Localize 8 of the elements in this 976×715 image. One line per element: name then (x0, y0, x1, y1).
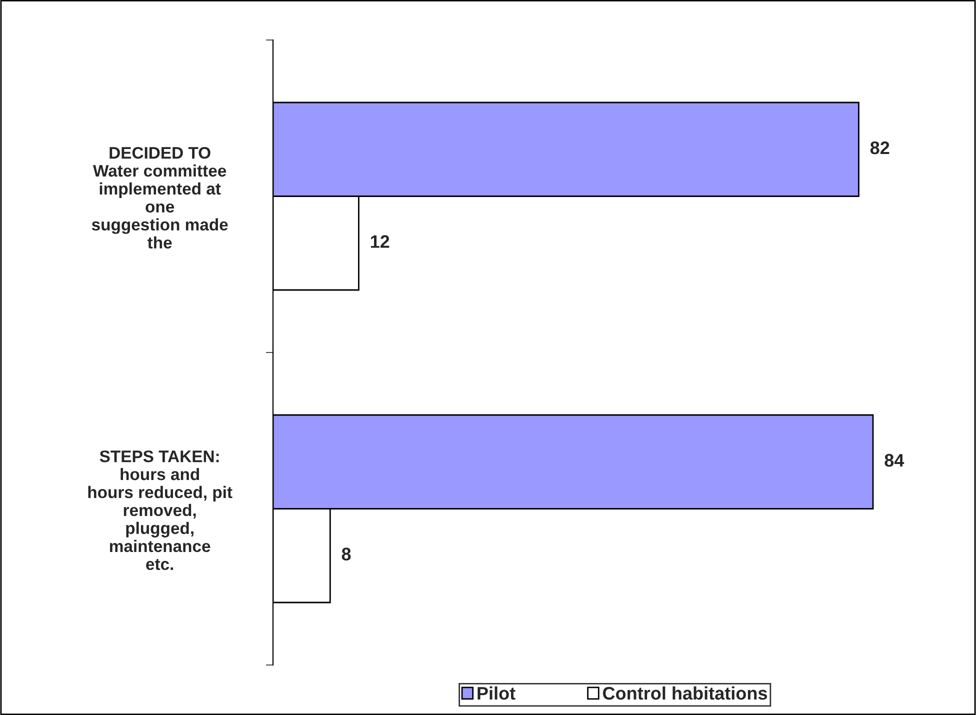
y-tick-label: STEPS TAKEN: hours and hours reduced, pit removed, plugged, maintenance etc. (88, 450, 232, 570)
data-label: 12 (370, 235, 390, 248)
legend-label: Pilot (478, 686, 516, 700)
data-label: 8 (342, 548, 351, 560)
data-label: 82 (870, 141, 890, 154)
data-label: 84 (884, 454, 904, 467)
legend-label: Control habitations (602, 686, 768, 700)
y-tick-label: DECIDED TO Water committee implemented at one suggestion made the (92, 146, 228, 249)
